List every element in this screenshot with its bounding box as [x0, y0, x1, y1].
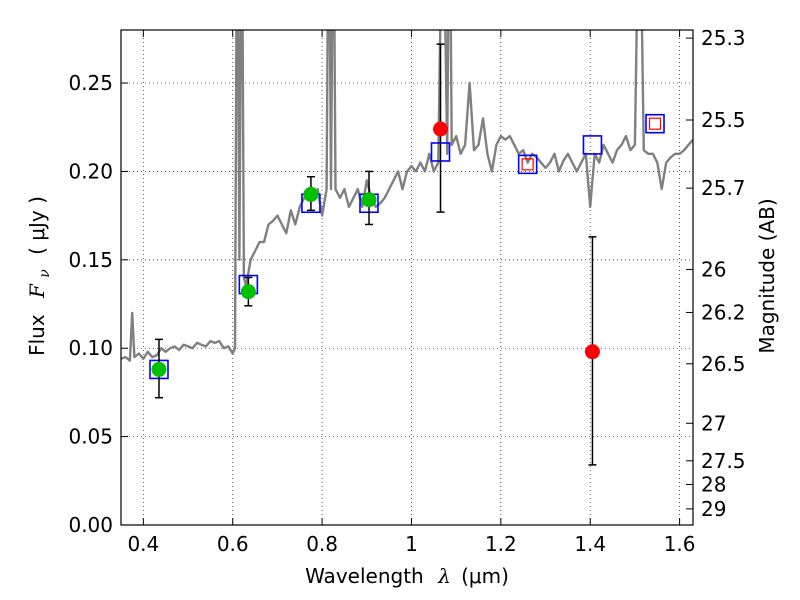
y-axis-label-unit: ( μJy ) — [25, 196, 49, 255]
y2-tick-label: 25.7 — [701, 176, 746, 200]
open-red-square — [648, 117, 662, 130]
y2-tick-label: 26.2 — [701, 300, 746, 324]
y2-tick-label: 25.3 — [701, 26, 746, 50]
y-tick-label: 0.25 — [68, 71, 113, 95]
y-axis-label-subscript: ν — [37, 269, 53, 278]
x-axis-label-unit: (μm) — [461, 564, 509, 588]
y2-tick-label: 28 — [701, 473, 726, 497]
y2-tick-label: 27.5 — [701, 449, 746, 473]
x-axis-label: Wavelength λ (μm) — [305, 564, 509, 588]
green-data-point — [303, 186, 319, 202]
red-data-point — [584, 344, 600, 360]
data-layer — [121, 30, 693, 466]
y-tick-label: 0.20 — [68, 159, 113, 183]
plot-background — [121, 30, 693, 525]
y-axis-label: Flux F ν ( μJy ) — [25, 196, 54, 356]
model-point-square — [517, 154, 538, 175]
y2-tick-label: 29 — [701, 497, 726, 521]
model-point-square — [645, 113, 665, 134]
x-axis-label-symbol: λ — [437, 564, 451, 588]
x-tick-label: 0.4 — [127, 532, 159, 556]
y2-tick-label: 27 — [701, 411, 726, 435]
x-tick-label: 1.4 — [574, 532, 606, 556]
y-tick-label: 0.10 — [68, 336, 113, 360]
y2-axis-label: Magnitude (AB) — [755, 198, 779, 353]
y-axis-label-symbol: F — [25, 283, 49, 299]
x-tick-label: 0.8 — [306, 532, 338, 556]
green-data-point — [240, 284, 256, 300]
model-spectrum-line — [121, 30, 693, 362]
green-data-point — [151, 361, 167, 377]
y2-tick-label: 25.5 — [701, 108, 746, 132]
x-axis-label-prefix: Wavelength — [305, 564, 424, 588]
grid-lines — [121, 30, 693, 525]
y-tick-label: 0.00 — [68, 513, 113, 537]
green-data-point — [361, 192, 377, 208]
x-tick-label: 1.2 — [485, 532, 517, 556]
x-tick-label: 1.6 — [664, 532, 696, 556]
model-point-square — [582, 135, 603, 155]
open-red-square — [521, 158, 534, 171]
red-data-point — [433, 121, 449, 137]
y2-tick-label: 26.5 — [701, 352, 746, 376]
x-tick-label: 0.6 — [217, 532, 249, 556]
axes-layer: 0.4 0.6 0.8 1 1.2 1.4 1.6 0.00 0.05 0.10 0.15 0.20 0… — [68, 26, 745, 556]
plot-frame — [120, 29, 694, 526]
x-tick-label: 1 — [405, 532, 418, 556]
y-axis-label-prefix: Flux — [25, 314, 49, 356]
y2-tick-label: 26 — [701, 257, 726, 281]
y-tick-label: 0.15 — [68, 248, 113, 272]
y-tick-label: 0.05 — [68, 425, 113, 449]
